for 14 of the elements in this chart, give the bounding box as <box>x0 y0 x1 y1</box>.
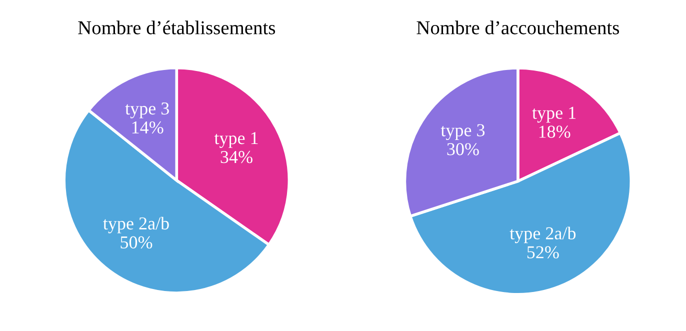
data-label: 18% <box>539 126 570 138</box>
slice-label: type 2a/b <box>103 216 169 234</box>
data-label: 50% <box>120 236 152 249</box>
slice-label: type 1 <box>532 106 576 123</box>
chart-title: Nombre d’établissements <box>78 20 276 34</box>
slice-label: type 3 <box>440 124 485 140</box>
slice-label: type 2a/b <box>510 226 576 244</box>
data-label: 52% <box>527 246 559 258</box>
data-label: 14% <box>132 121 164 134</box>
data-label: 30% <box>447 143 479 156</box>
data-label: 34% <box>220 150 252 164</box>
slice-label: type 1 <box>214 132 258 148</box>
chart-title: Nombre d’accouchements <box>416 20 619 34</box>
slice-label: type 3 <box>125 102 169 118</box>
